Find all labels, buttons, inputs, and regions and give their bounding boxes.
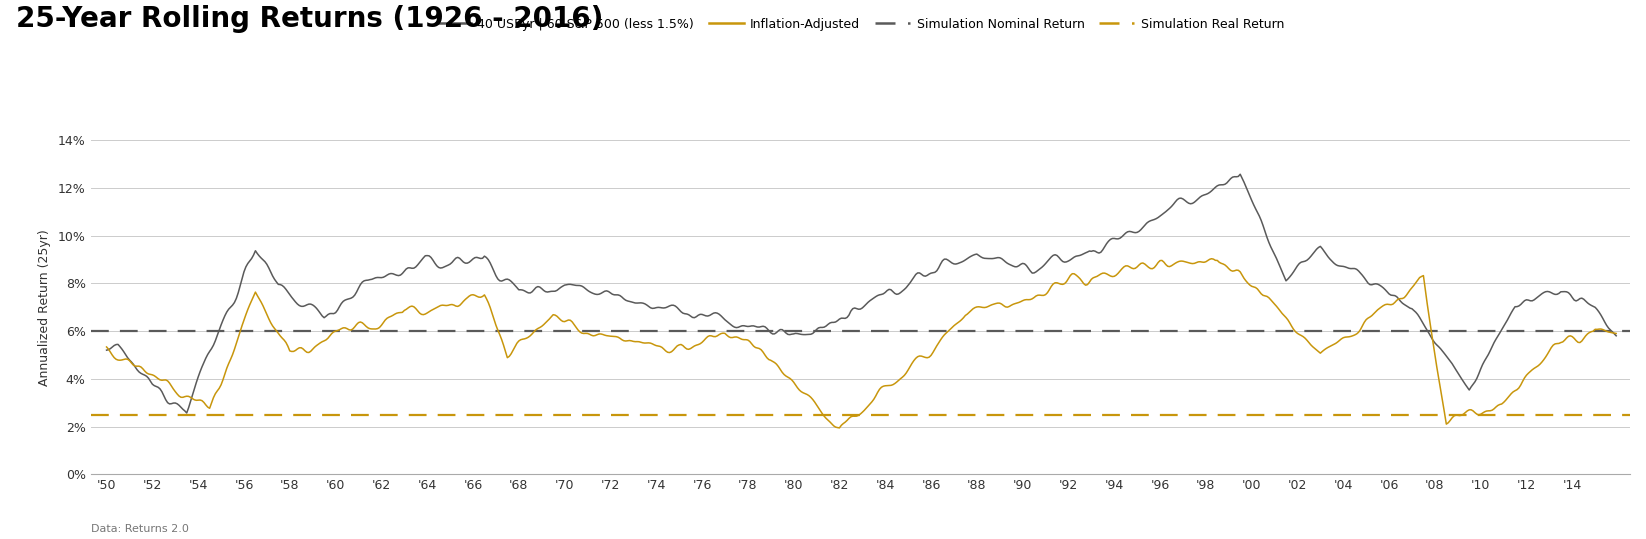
Y-axis label: Annualized Return (25yr): Annualized Return (25yr) <box>38 229 51 385</box>
Text: Data: Returns 2.0: Data: Returns 2.0 <box>91 523 188 534</box>
Text: 25-Year Rolling Returns (1926 - 2016): 25-Year Rolling Returns (1926 - 2016) <box>16 5 604 33</box>
Legend: 40 US5yr | 60 S&P 500 (less 1.5%), Inflation-Adjusted, Simulation Nominal Return: 40 US5yr | 60 S&P 500 (less 1.5%), Infla… <box>431 13 1289 36</box>
